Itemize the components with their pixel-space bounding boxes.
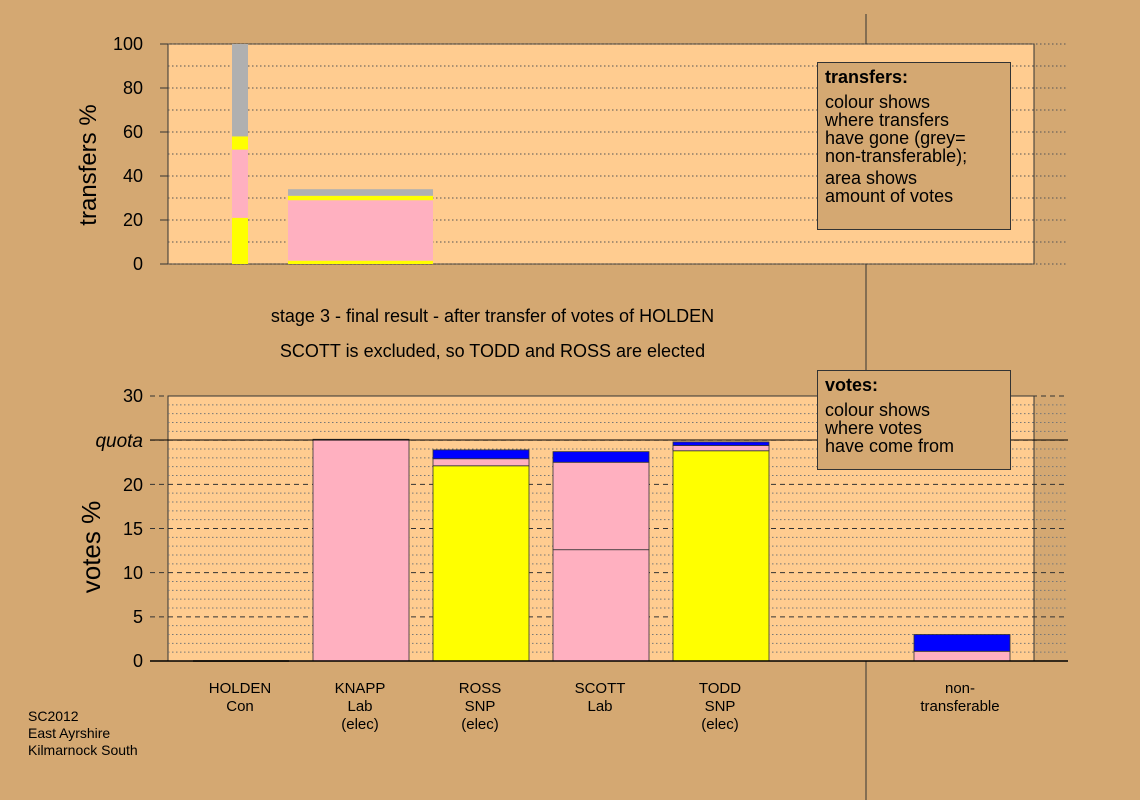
transfers-grid — [160, 43, 1068, 265]
votes-tick-label: 15 — [123, 519, 143, 539]
transfers-note: transfers: colour shows where transfers … — [817, 62, 1011, 230]
votes-bar-segment — [432, 449, 530, 460]
nontransferable-label: non- transferable — [905, 680, 1015, 716]
source-line: East Ayrshire — [28, 725, 111, 741]
transfers-bar-segment — [232, 136, 248, 150]
votes-tick-label: 30 — [123, 386, 143, 406]
transfers-y-ticks: 0 20 40 60 80 100 — [113, 34, 143, 274]
transfers-note-line: non-transferable); — [825, 146, 968, 166]
candidate-name: KNAPP — [334, 680, 386, 697]
votes-bar-segment — [312, 438, 410, 662]
votes-tick-label: 10 — [123, 563, 143, 583]
candidate-party: Lab — [587, 698, 613, 715]
votes-bar-segment — [432, 458, 530, 467]
votes-note-heading: votes: — [825, 375, 879, 395]
votes-bar-segment — [552, 549, 650, 662]
votes-bar-segment — [913, 650, 1011, 662]
votes-note-line: colour shows — [825, 400, 931, 420]
transfers-bar-segment — [288, 189, 433, 196]
votes-bar-segment — [672, 441, 770, 446]
candidate-label-ross: ROSS SNP (elec) — [425, 680, 535, 734]
candidate-label-scott: SCOTT Lab — [545, 680, 655, 716]
votes-bar-segment — [552, 461, 650, 551]
candidate-status: (elec) — [701, 716, 739, 733]
votes-tick-label: 0 — [133, 651, 143, 671]
transfers-note-line: area shows — [825, 168, 918, 188]
votes-panel: quota 0 5 10 15 20 30 votes % — [76, 386, 1068, 671]
votes-note: votes: colour shows where votes have com… — [817, 370, 1011, 470]
candidate-label-knapp: KNAPP Lab (elec) — [305, 680, 415, 734]
source-line: Kilmarnock South — [28, 742, 138, 758]
candidate-label-holden: HOLDEN Con — [185, 680, 295, 716]
candidate-party: SNP — [464, 698, 496, 715]
source-line: SC2012 — [28, 708, 79, 724]
transfers-tick-label: 20 — [123, 210, 143, 230]
transfers-bars — [232, 44, 433, 264]
transfers-note-line: colour shows — [825, 92, 931, 112]
candidate-name: SCOTT — [574, 680, 626, 697]
transfers-tick-label: 60 — [123, 122, 143, 142]
candidate-label-todd: TODD SNP (elec) — [665, 680, 775, 734]
transfers-note-line: have gone (grey= — [825, 128, 966, 148]
transfers-tick-label: 100 — [113, 34, 143, 54]
quota-label: quota — [95, 431, 143, 452]
nontransferable-line: non- — [944, 680, 976, 697]
votes-bar-segment — [552, 451, 650, 463]
votes-note-line: where votes — [825, 418, 923, 438]
transfers-bar-segment — [232, 149, 248, 218]
transfers-bar-segment — [288, 200, 433, 261]
votes-y-axis-label: votes % — [76, 501, 106, 594]
candidate-name: ROSS — [458, 680, 502, 697]
result-caption: SCOTT is excluded, so TODD and ROSS are … — [279, 341, 706, 361]
votes-bar-segment — [672, 445, 770, 452]
votes-tick-label: 20 — [123, 475, 143, 495]
transfers-tick-label: 80 — [123, 78, 143, 98]
nontransferable-line: transferable — [920, 698, 1000, 715]
transfers-tick-label: 40 — [123, 166, 143, 186]
source-label: SC2012 East Ayrshire Kilmarnock South — [28, 708, 138, 759]
transfers-bar-segment — [288, 195, 433, 201]
transfers-bar-segment — [232, 217, 248, 264]
votes-bar-segment — [672, 450, 770, 662]
candidate-name: HOLDEN — [208, 680, 272, 697]
candidate-name: TODD — [698, 680, 742, 697]
transfers-tick-label: 0 — [133, 254, 143, 274]
votes-y-ticks: 0 5 10 15 20 30 — [123, 386, 143, 671]
votes-bars — [193, 438, 1011, 662]
candidate-status: (elec) — [341, 716, 379, 733]
transfers-note-heading: transfers: — [825, 67, 909, 87]
transfers-note-line: where transfers — [825, 110, 950, 130]
votes-note-line: have come from — [825, 436, 955, 456]
transfers-bar-segment — [232, 44, 248, 137]
votes-tick-label: 5 — [133, 607, 143, 627]
transfers-y-axis-label: transfers % — [75, 104, 102, 225]
votes-bar-segment — [432, 465, 530, 662]
stage-caption: stage 3 - final result - after transfer … — [270, 306, 715, 326]
candidate-party: Con — [226, 698, 254, 715]
candidate-party: SNP — [704, 698, 736, 715]
votes-bar-segment — [913, 634, 1011, 652]
candidate-party: Lab — [347, 698, 373, 715]
candidate-status: (elec) — [461, 716, 499, 733]
transfers-bar-segment — [288, 260, 433, 264]
transfers-note-line: amount of votes — [825, 186, 954, 206]
